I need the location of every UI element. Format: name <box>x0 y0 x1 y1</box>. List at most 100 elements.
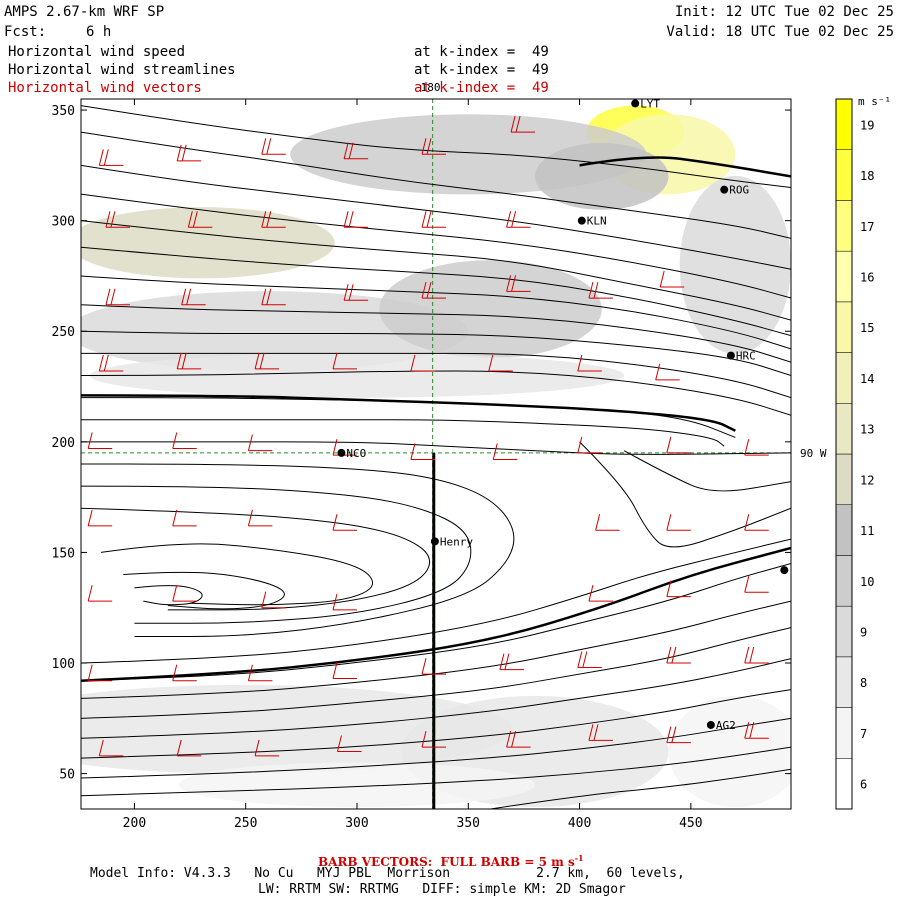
colorbar-segment <box>835 555 853 607</box>
wind-speed-patch <box>81 207 335 279</box>
barb-flag <box>172 509 178 527</box>
barb-flag <box>87 432 93 449</box>
model-info-line-2: LW: RRTM SW: RRTMG DIFF: simple KM: 2D S… <box>258 882 626 897</box>
field-1-level: at k-index = 49 <box>414 44 549 60</box>
wind-barb <box>172 509 197 527</box>
wind-speed-patch <box>81 291 469 372</box>
barb-flag <box>261 211 267 228</box>
wind-barb <box>332 514 357 531</box>
station-rog: ROG <box>720 184 749 197</box>
wind-barb <box>666 436 691 454</box>
model-title: AMPS 2.67-km WRF SP <box>4 4 165 20</box>
barb-flag <box>511 275 517 292</box>
wind-barb <box>588 724 613 741</box>
streamline <box>134 585 203 606</box>
barb-flag <box>671 726 677 743</box>
wind-barb <box>577 436 602 454</box>
barb-flag <box>666 726 672 743</box>
barb-flag <box>671 646 677 664</box>
y-axis: 50 100 150 200 250 300 350 <box>52 104 791 783</box>
streamline <box>81 717 791 779</box>
wind-barb <box>247 434 273 452</box>
streamline <box>81 658 791 739</box>
wind-barb <box>261 138 286 155</box>
wind-barb <box>659 270 685 288</box>
barb-flag <box>749 722 755 739</box>
colorbar-segment <box>835 504 853 556</box>
barb-flag <box>588 584 594 602</box>
streamlines <box>81 105 791 809</box>
barb-flag <box>421 281 427 299</box>
x-tick-label: 350 <box>457 816 480 831</box>
wind-barb <box>666 726 691 744</box>
colorbar-segment <box>835 200 853 252</box>
barb-flag <box>504 653 510 670</box>
wind-barb <box>332 438 357 456</box>
field-2-name: Horizontal wind streamlines <box>8 62 236 78</box>
streamline <box>81 246 791 337</box>
field-1-name: Horizontal wind speed <box>8 44 186 60</box>
wind-speed-patch <box>178 762 536 807</box>
streamline <box>81 441 791 455</box>
x-tick-label: 450 <box>679 816 702 831</box>
barb-flag <box>87 664 93 681</box>
colorbar-label: 11 <box>860 524 874 538</box>
wind-barb <box>343 284 369 301</box>
barb-flag <box>98 739 104 757</box>
barb-flag <box>336 735 342 752</box>
wind-barb <box>261 211 286 228</box>
barb-flag <box>176 739 182 757</box>
wind-barb <box>261 591 286 609</box>
valid-time: Valid: 18 UTC Tue 02 Dec 25 <box>666 24 894 40</box>
wind-barb <box>87 509 113 527</box>
barb-flag <box>655 363 661 381</box>
station-marker <box>720 185 729 194</box>
streamline <box>81 746 791 797</box>
y-tick-label: 100 <box>52 657 75 672</box>
colorbar-label: 17 <box>860 220 874 234</box>
colorbar-segment <box>835 352 853 404</box>
wind-speed-patch <box>379 260 602 359</box>
parallel-label: 90 W <box>800 447 827 460</box>
streamline <box>81 164 791 270</box>
colorbar-segment <box>835 707 853 759</box>
wind-barb <box>254 739 280 757</box>
barb-flag <box>103 149 109 166</box>
colorbar-segment <box>835 656 853 708</box>
colorbar-segment <box>835 453 853 505</box>
barb-legend-exponent: -1 <box>574 853 584 863</box>
y-tick-label: 150 <box>52 546 75 561</box>
wind-barb <box>332 662 357 680</box>
wind-barb <box>176 144 202 162</box>
barb-flag <box>749 646 755 664</box>
barb-flag <box>421 657 427 675</box>
wind-barb <box>332 593 357 611</box>
barb-flag <box>343 211 349 228</box>
barb-flag <box>261 591 267 608</box>
wind-barb <box>506 211 531 228</box>
x-axis: 200 250 300 350 400 450 <box>123 99 703 831</box>
wind-barb <box>499 653 524 671</box>
barb-flag <box>348 284 354 301</box>
wind-barb <box>588 281 613 299</box>
wind-barb <box>510 116 536 133</box>
barb-flag <box>247 434 253 451</box>
station-marker <box>780 566 789 575</box>
barb-flag <box>506 275 512 292</box>
colorbar-segment <box>835 149 853 201</box>
colorbar-label: 18 <box>860 169 874 183</box>
barb-flag <box>176 352 182 369</box>
barb-flag <box>659 270 665 288</box>
wind-barb <box>176 739 202 757</box>
station-label: AG2 <box>716 719 736 732</box>
y-tick-label: 300 <box>52 215 75 230</box>
barb-flag <box>103 354 109 372</box>
barb-flag <box>506 211 512 228</box>
wind-barb <box>172 664 197 682</box>
barb-flag <box>582 651 588 668</box>
wind-barbs <box>87 116 769 757</box>
barb-flag <box>332 514 338 531</box>
barb-flag <box>172 664 178 681</box>
barb-flag <box>181 288 187 305</box>
